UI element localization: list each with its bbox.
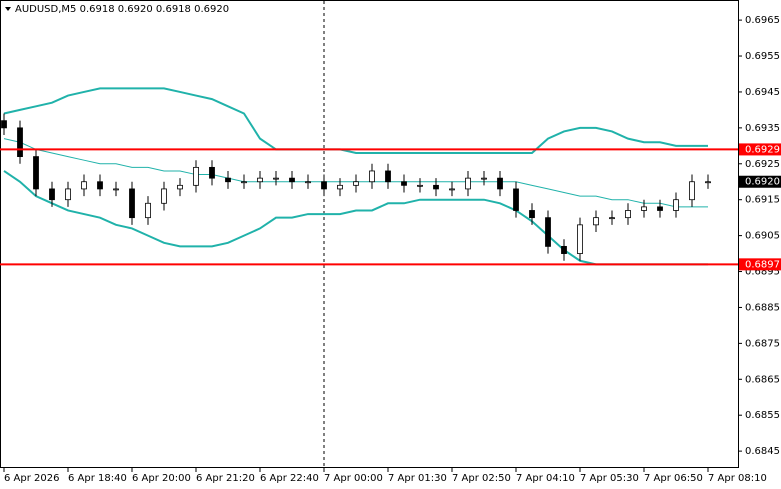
y-tick-label: 0.6885 (745, 302, 780, 313)
x-tick-label: 6 Apr 21:20 (196, 473, 255, 484)
y-tick-label: 0.6955 (745, 51, 780, 62)
candle-body (529, 210, 535, 219)
y-tick-label: 0.6845 (745, 446, 780, 457)
candle-body (113, 188, 119, 191)
level-label-box (739, 143, 781, 156)
x-tick-label: 6 Apr 20:00 (132, 473, 191, 484)
candle-body (673, 199, 679, 211)
candle-body (545, 217, 551, 247)
candle-body (705, 181, 711, 184)
last-price-label: 0.6920 (745, 177, 780, 188)
candle-body (337, 184, 343, 190)
x-tick-label: 7 Apr 05:30 (580, 473, 639, 484)
y-tick-label: 0.6855 (745, 410, 780, 421)
candle-body (33, 156, 39, 190)
candle-body (433, 184, 439, 190)
candle-body (561, 245, 567, 254)
candle-body (369, 170, 375, 183)
x-tick-label: 7 Apr 04:10 (516, 473, 575, 484)
y-tick-label: 0.6905 (745, 231, 780, 242)
candle-body (513, 188, 519, 211)
candle-body (49, 188, 55, 201)
candle-body (481, 177, 487, 180)
candle-body (497, 177, 503, 190)
candle-body (577, 224, 583, 254)
candle-body (401, 181, 407, 186)
y-tick-label: 0.6875 (745, 338, 780, 349)
candle-body (689, 181, 695, 201)
x-tick-label: 6 Apr 2026 (4, 473, 59, 484)
x-tick-label: 7 Apr 08:10 (708, 473, 767, 484)
y-tick-label: 0.6965 (745, 15, 780, 26)
candle-body (625, 210, 631, 219)
candle-body (225, 177, 231, 183)
x-tick-label: 6 Apr 18:40 (68, 473, 127, 484)
candle-body (81, 181, 87, 190)
candle-body (465, 177, 471, 190)
candle-body (305, 181, 311, 184)
candle-body (193, 166, 199, 186)
menu-arrow (5, 7, 11, 11)
candle-body (65, 188, 71, 201)
candle-body (353, 181, 359, 186)
candle-body (161, 188, 167, 204)
candle-body (209, 166, 215, 179)
band-lower (3, 170, 708, 266)
candle-body (321, 181, 327, 190)
candle-body (1, 120, 7, 129)
candle-body (17, 127, 23, 157)
last-price-box (739, 175, 781, 188)
candle-body (609, 217, 615, 220)
level-label-box (739, 258, 781, 271)
y-tick-label: 0.6895 (745, 267, 780, 278)
y-tick-label: 0.6945 (745, 87, 780, 98)
candle-body (273, 177, 279, 180)
candle-body (97, 181, 103, 190)
x-tick-label: 6 Apr 22:40 (260, 473, 319, 484)
plot-frame (0, 0, 739, 468)
candle-body (289, 177, 295, 183)
chart-title: AUDUSD,M5 0.6918 0.6920 0.6918 0.6920 (15, 4, 229, 15)
candle-body (641, 206, 647, 211)
level-label: 0.6897 (745, 259, 780, 270)
candle-body (417, 184, 423, 187)
candle-body (257, 177, 263, 183)
candle-body (129, 188, 135, 219)
x-tick-label: 7 Apr 02:50 (452, 473, 511, 484)
y-tick-label: 0.6865 (745, 374, 780, 385)
candle-body (593, 217, 599, 226)
candle-body (385, 170, 391, 183)
candle-body (177, 184, 183, 190)
level-label: 0.6929 (745, 144, 780, 155)
y-tick-label: 0.6915 (745, 195, 780, 206)
band-upper (3, 87, 708, 155)
x-tick-label: 7 Apr 06:50 (644, 473, 703, 484)
candle-body (449, 188, 455, 191)
x-tick-label: 7 Apr 00:00 (324, 473, 383, 484)
candle-body (241, 181, 247, 184)
y-tick-label: 0.6935 (745, 123, 780, 134)
x-tick-label: 7 Apr 01:30 (388, 473, 447, 484)
y-tick-label: 0.6925 (745, 159, 780, 170)
candle-body (657, 206, 663, 211)
candle-body (145, 202, 151, 219)
